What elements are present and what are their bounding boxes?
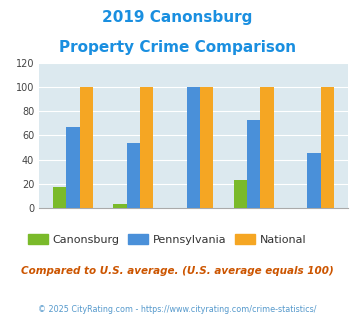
Text: Property Crime Comparison: Property Crime Comparison (59, 40, 296, 54)
Bar (140, 87, 153, 208)
Bar (321, 87, 334, 208)
Legend: Canonsburg, Pennsylvania, National: Canonsburg, Pennsylvania, National (23, 230, 311, 249)
Bar (66, 127, 80, 208)
Bar (234, 180, 247, 208)
Bar (247, 119, 260, 208)
Bar (53, 187, 66, 208)
Text: 2019 Canonsburg: 2019 Canonsburg (102, 10, 253, 25)
Text: Compared to U.S. average. (U.S. average equals 100): Compared to U.S. average. (U.S. average … (21, 266, 334, 276)
Bar (127, 143, 140, 208)
Bar (260, 87, 274, 208)
Bar (200, 87, 213, 208)
Bar (187, 87, 200, 208)
Bar (80, 87, 93, 208)
Bar (307, 153, 321, 208)
Bar (113, 204, 127, 208)
Text: © 2025 CityRating.com - https://www.cityrating.com/crime-statistics/: © 2025 CityRating.com - https://www.city… (38, 305, 317, 314)
